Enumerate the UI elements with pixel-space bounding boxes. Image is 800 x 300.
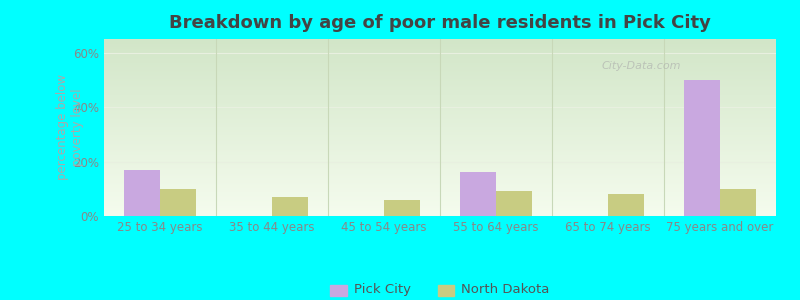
- Bar: [384, 200, 420, 216]
- Y-axis label: percentage below
poverty level: percentage below poverty level: [56, 74, 84, 181]
- Bar: [720, 189, 756, 216]
- Text: City-Data.com: City-Data.com: [602, 61, 682, 70]
- Bar: [608, 194, 644, 216]
- Title: Breakdown by age of poor male residents in Pick City: Breakdown by age of poor male residents …: [169, 14, 711, 32]
- Bar: [460, 172, 496, 216]
- Bar: [272, 197, 308, 216]
- Bar: [160, 189, 196, 216]
- Bar: [684, 80, 720, 216]
- Legend: Pick City, North Dakota: Pick City, North Dakota: [325, 278, 555, 300]
- Bar: [496, 191, 532, 216]
- Bar: [124, 170, 160, 216]
